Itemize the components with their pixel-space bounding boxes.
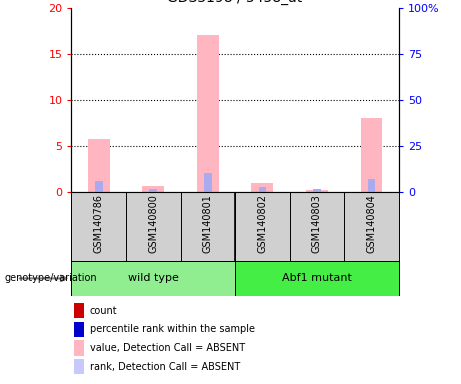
Text: GSM140802: GSM140802	[257, 194, 267, 253]
Text: genotype/variation: genotype/variation	[5, 273, 97, 283]
Bar	[74, 303, 84, 318]
Bar	[259, 187, 266, 192]
Title: GDS3198 / 5458_at: GDS3198 / 5458_at	[167, 0, 303, 5]
Bar	[204, 173, 212, 192]
Text: Abf1 mutant: Abf1 mutant	[282, 273, 352, 283]
Text: wild type: wild type	[128, 273, 179, 283]
Bar	[361, 118, 382, 192]
Bar	[142, 185, 164, 192]
Bar	[74, 322, 84, 337]
Text: GSM140801: GSM140801	[203, 194, 213, 253]
Text: percentile rank within the sample: percentile rank within the sample	[90, 324, 255, 334]
Text: GSM140800: GSM140800	[148, 194, 158, 253]
Bar	[95, 181, 102, 192]
Bar	[313, 189, 321, 192]
Text: count: count	[90, 306, 118, 316]
Text: GSM140786: GSM140786	[94, 194, 104, 253]
Bar	[74, 341, 84, 356]
Text: GSM140803: GSM140803	[312, 194, 322, 253]
Bar	[252, 183, 273, 192]
Bar	[88, 139, 110, 192]
Bar	[197, 35, 219, 192]
Bar	[368, 179, 375, 192]
Text: value, Detection Call = ABSENT: value, Detection Call = ABSENT	[90, 343, 245, 353]
Text: rank, Detection Call = ABSENT: rank, Detection Call = ABSENT	[90, 362, 240, 372]
Bar	[74, 359, 84, 374]
Text: GSM140804: GSM140804	[366, 194, 377, 253]
Bar	[235, 261, 399, 296]
Bar	[306, 190, 328, 192]
Bar	[149, 189, 157, 192]
Bar	[71, 261, 235, 296]
